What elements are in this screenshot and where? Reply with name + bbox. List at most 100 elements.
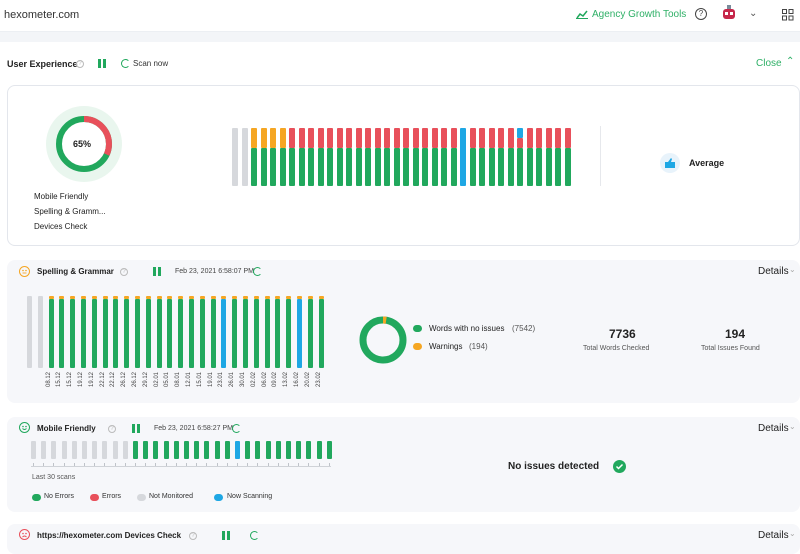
top-bar: hexometer.com ⌄ Agency Growth Tools ? ⌄ [0, 0, 800, 32]
apps-grid-icon[interactable] [782, 9, 794, 24]
history-bar [59, 299, 65, 368]
date-tick-label: 15.12 [67, 372, 74, 388]
history-bar [422, 148, 428, 186]
history-bar [326, 441, 332, 459]
timeline-tick [237, 463, 238, 467]
history-bar [260, 128, 267, 148]
ux-item-mobile[interactable]: Mobile Friendly [34, 192, 89, 201]
history-bar [156, 296, 162, 299]
history-bar [306, 441, 312, 459]
history-bar [431, 148, 438, 186]
chevron-down-icon[interactable]: ⌄ [67, 8, 75, 18]
details-link[interactable]: Details [758, 266, 789, 277]
history-bar [393, 128, 400, 148]
history-bar [555, 128, 561, 148]
history-bar [488, 148, 495, 186]
history-bar [308, 148, 314, 186]
agency-growth-tools-link[interactable]: Agency Growth Tools [592, 9, 687, 20]
details-link[interactable]: Details [758, 423, 789, 434]
ux-donut-chart [56, 116, 112, 172]
history-bar [112, 441, 118, 459]
pause-button[interactable] [132, 424, 140, 433]
pause-button[interactable] [98, 59, 106, 68]
help-icon[interactable]: ? [189, 532, 197, 540]
sad-face-icon [19, 529, 30, 540]
avatar[interactable] [720, 4, 738, 22]
history-bar [153, 441, 159, 459]
history-bar [163, 441, 169, 459]
help-icon[interactable]: ? [120, 268, 128, 276]
date-tick-label: 16.02 [294, 372, 300, 388]
history-bar [318, 296, 324, 299]
ux-item-devices[interactable]: Devices Check [34, 222, 88, 231]
history-bar [460, 128, 466, 186]
close-button[interactable]: Close [756, 58, 782, 69]
mobile-history-bars [31, 441, 332, 467]
site-selector[interactable]: hexometer.com [4, 9, 80, 21]
history-bar [555, 148, 561, 186]
history-bar [235, 441, 240, 459]
history-bar [189, 296, 194, 299]
date-tick-label: 26.12 [121, 372, 128, 388]
ux-history-bars [232, 128, 572, 186]
history-bar [469, 148, 476, 186]
refresh-icon[interactable] [232, 424, 241, 433]
history-bar [71, 441, 77, 459]
date-tick-label: 29.12 [142, 372, 149, 388]
pause-button[interactable] [222, 531, 230, 540]
date-tick-label: 19.01 [207, 372, 214, 388]
date-tick-label: 19.12 [78, 372, 84, 388]
history-bar [135, 296, 140, 299]
pause-button[interactable] [153, 267, 161, 276]
history-bar [545, 148, 552, 186]
history-bar [221, 296, 227, 299]
devices-check-card: https://hexometer.com Devices Check ? De… [7, 524, 800, 554]
total-issues-value: 194 [725, 327, 746, 341]
history-bar [275, 441, 281, 459]
history-bar [308, 128, 314, 148]
history-bar [336, 128, 343, 148]
ux-item-spelling[interactable]: Spelling & Gramm... [34, 207, 106, 216]
spelling-date-axis: 08.12 15.12 15.12 19.12 19.12 22.12 22.12 26.12… [27, 372, 327, 402]
history-bar [441, 148, 447, 186]
history-bar [286, 299, 292, 368]
help-icon[interactable]: ? [695, 8, 707, 20]
date-tick-label: 22.12 [110, 372, 117, 388]
timeline-tick [135, 463, 136, 467]
refresh-icon[interactable] [250, 531, 259, 540]
chevron-down-icon[interactable]: ⌄ [749, 8, 758, 19]
date-tick-label: 12.01 [186, 372, 192, 388]
legend-dot-not-monitored [137, 494, 146, 501]
refresh-icon[interactable] [253, 267, 262, 276]
history-bar [479, 128, 485, 148]
history-bar [279, 148, 286, 186]
history-bar [232, 128, 238, 186]
chevron-up-icon[interactable]: ⌃ [786, 56, 795, 67]
history-bar [210, 296, 216, 299]
legend-warning-label: Warnings [429, 342, 463, 351]
ux-rating: Average [689, 158, 725, 168]
help-icon[interactable]: ? [76, 60, 84, 68]
date-tick-label: 02.01 [153, 372, 160, 388]
total-words-value: 7736 [609, 327, 636, 341]
details-link[interactable]: Details [758, 530, 789, 541]
divider [600, 126, 601, 186]
timeline-tick [104, 463, 106, 467]
section-title: Spelling & Grammar [37, 267, 114, 276]
history-bar [498, 128, 504, 148]
legend-ok-count: (7542) [512, 324, 536, 333]
history-bar [102, 441, 108, 459]
timeline-tick [318, 463, 320, 467]
history-bar [270, 148, 276, 186]
history-bar [51, 441, 57, 459]
history-bar [251, 148, 257, 186]
help-icon[interactable]: ? [108, 425, 116, 433]
history-bar [296, 441, 302, 459]
history-bar [204, 441, 210, 459]
history-bar [422, 128, 428, 148]
history-bar [145, 296, 151, 299]
history-bar [92, 441, 98, 459]
timeline-tick [257, 463, 259, 467]
history-bar [48, 296, 54, 299]
scan-now-button[interactable]: Scan now [133, 59, 169, 68]
